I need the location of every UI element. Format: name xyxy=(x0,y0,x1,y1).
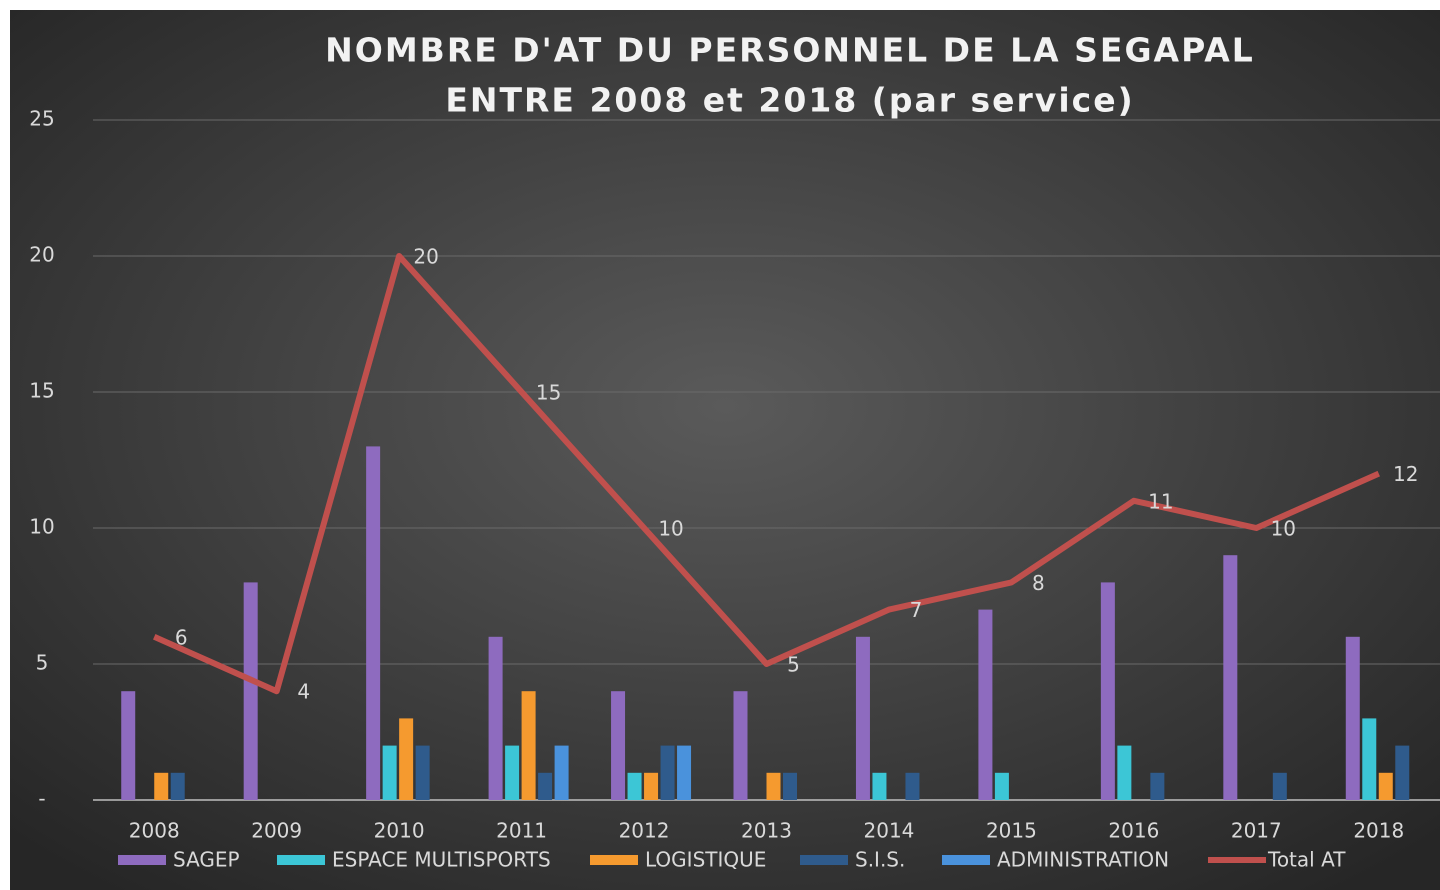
bar xyxy=(1117,745,1132,800)
y-tick-label: 25 xyxy=(29,107,54,131)
data-label: 15 xyxy=(536,381,561,405)
bar xyxy=(538,772,553,800)
bar xyxy=(1150,772,1165,800)
bar xyxy=(382,745,397,800)
legend-swatch xyxy=(590,855,638,865)
data-label: 5 xyxy=(787,653,800,677)
bar xyxy=(399,718,414,800)
bar xyxy=(1378,772,1393,800)
legend-swatch xyxy=(118,855,166,865)
bar xyxy=(521,691,536,800)
bar xyxy=(554,745,569,800)
bar xyxy=(1223,555,1238,800)
data-label: 11 xyxy=(1148,489,1173,513)
legend-swatch xyxy=(942,855,990,865)
bar xyxy=(611,691,626,800)
bar xyxy=(855,636,870,800)
bar xyxy=(1100,582,1115,800)
line xyxy=(153,253,1380,695)
bar xyxy=(677,745,692,800)
bar xyxy=(766,772,781,800)
x-tick-label: 2010 xyxy=(374,819,425,843)
x-tick-label: 2018 xyxy=(1353,819,1404,843)
bar xyxy=(1395,745,1410,800)
bar xyxy=(978,609,993,800)
x-tick-label: 2015 xyxy=(986,819,1037,843)
legend-label: SAGEP xyxy=(173,848,240,872)
legend-label: ADMINISTRATION xyxy=(997,848,1169,872)
data-label: 12 xyxy=(1393,462,1418,486)
x-tick-label: 2017 xyxy=(1231,819,1282,843)
bar xyxy=(1272,772,1287,800)
bar xyxy=(415,745,430,800)
bar xyxy=(1345,636,1360,800)
bar xyxy=(905,772,920,800)
y-tick-label: 20 xyxy=(29,243,54,267)
bar xyxy=(994,772,1009,800)
data-label: 7 xyxy=(910,598,923,622)
x-tick-label: 2009 xyxy=(251,819,302,843)
legend-swatch xyxy=(800,855,848,865)
x-tick-label: 2011 xyxy=(496,819,547,843)
bar xyxy=(872,772,887,800)
legend-swatch xyxy=(277,855,325,865)
bar xyxy=(488,636,503,800)
legend-label: S.I.S. xyxy=(855,848,905,872)
bar xyxy=(627,772,642,800)
bar xyxy=(243,582,258,800)
y-tick-label: - xyxy=(38,787,45,811)
legend-label: ESPACE MULTISPORTS xyxy=(332,848,551,872)
data-label: 10 xyxy=(658,517,683,541)
bar xyxy=(644,772,659,800)
bar xyxy=(154,772,169,800)
x-tick-label: 2016 xyxy=(1108,819,1159,843)
y-tick-label: 15 xyxy=(29,379,54,403)
chart-title: ENTRE 2008 et 2018 (par service) xyxy=(445,81,1134,120)
bar xyxy=(121,691,136,800)
x-tick-label: 2012 xyxy=(619,819,670,843)
bar xyxy=(170,772,185,800)
legend-label: LOGISTIQUE xyxy=(645,848,766,872)
bar xyxy=(366,446,381,800)
legend-label: Total AT xyxy=(1267,848,1346,872)
bar xyxy=(660,745,675,800)
y-tick-label: 10 xyxy=(29,515,54,539)
data-label: 8 xyxy=(1032,571,1045,595)
data-label: 6 xyxy=(175,625,188,649)
x-tick-label: 2008 xyxy=(129,819,180,843)
data-label: 4 xyxy=(297,680,310,704)
bar xyxy=(505,745,520,800)
bar xyxy=(733,691,748,800)
data-label: 20 xyxy=(413,245,438,269)
y-tick-label: 5 xyxy=(36,651,49,675)
x-tick-label: 2013 xyxy=(741,819,792,843)
chart-title: NOMBRE D'AT DU PERSONNEL DE LA SEGAPAL xyxy=(325,31,1255,70)
bar xyxy=(783,772,797,800)
bar xyxy=(1362,718,1377,800)
x-tick-label: 2014 xyxy=(864,819,915,843)
data-label: 10 xyxy=(1271,517,1296,541)
